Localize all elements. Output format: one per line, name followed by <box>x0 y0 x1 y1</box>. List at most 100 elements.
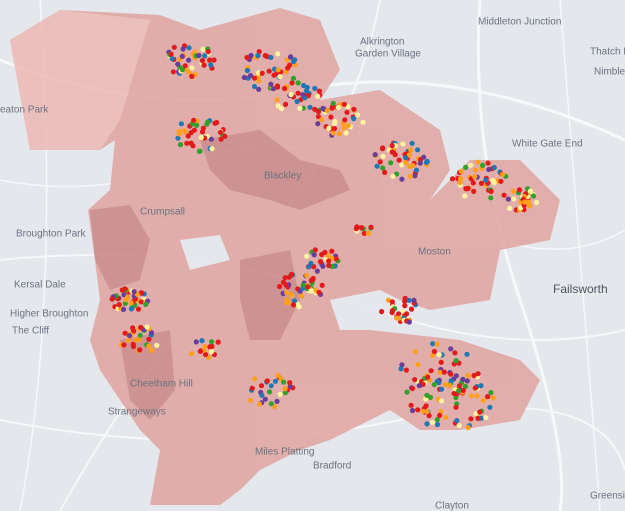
point <box>181 127 187 134</box>
point <box>456 422 462 429</box>
points <box>109 43 540 431</box>
point <box>441 369 447 375</box>
point <box>409 140 415 146</box>
point <box>380 165 386 171</box>
point <box>121 306 127 312</box>
point <box>329 105 335 111</box>
point <box>329 248 335 254</box>
point <box>457 179 463 185</box>
point <box>353 226 359 232</box>
point <box>180 46 186 52</box>
point <box>308 277 314 284</box>
point <box>131 289 137 295</box>
point <box>354 112 361 118</box>
point <box>358 225 365 231</box>
point <box>453 404 459 410</box>
point <box>438 386 445 392</box>
point <box>427 394 434 400</box>
point <box>402 298 408 304</box>
point <box>314 268 320 274</box>
point <box>190 143 196 149</box>
point <box>191 127 197 133</box>
point <box>415 407 421 413</box>
point <box>470 180 476 186</box>
point <box>315 93 321 99</box>
point <box>176 128 182 134</box>
point <box>447 382 453 389</box>
point <box>407 173 413 179</box>
point <box>284 57 290 63</box>
point <box>148 330 155 336</box>
region <box>120 330 175 420</box>
point <box>283 282 289 288</box>
point <box>125 337 131 343</box>
point <box>403 367 409 373</box>
point <box>196 52 202 59</box>
point <box>478 383 484 389</box>
point <box>249 385 255 391</box>
point <box>453 358 459 364</box>
point <box>415 147 421 153</box>
point <box>396 157 402 163</box>
point <box>424 158 430 164</box>
point <box>472 385 478 391</box>
point <box>468 393 475 399</box>
point <box>374 163 380 169</box>
point <box>304 272 310 279</box>
point <box>256 86 262 92</box>
point <box>412 349 418 355</box>
point <box>315 109 321 115</box>
point <box>475 415 481 421</box>
point <box>437 369 443 376</box>
point <box>434 341 440 347</box>
point <box>316 88 322 94</box>
point <box>483 414 489 421</box>
point <box>268 54 274 61</box>
point <box>377 159 383 165</box>
point <box>202 53 208 59</box>
point <box>462 193 468 199</box>
point <box>252 376 258 382</box>
point <box>474 393 480 399</box>
point <box>501 192 507 198</box>
point <box>330 100 336 106</box>
point <box>406 319 412 325</box>
point <box>284 289 290 296</box>
point <box>341 125 347 131</box>
point <box>488 195 494 201</box>
point <box>128 306 135 312</box>
point <box>344 109 350 115</box>
point <box>274 398 280 404</box>
point <box>262 396 268 402</box>
regions <box>10 8 560 505</box>
point <box>389 299 395 305</box>
point <box>315 121 321 127</box>
point <box>169 56 175 62</box>
place-label: The Cliff <box>12 326 49 337</box>
point <box>199 129 206 135</box>
point <box>215 339 221 345</box>
point <box>453 373 459 379</box>
point <box>149 347 155 354</box>
point <box>202 344 208 350</box>
point <box>188 351 195 357</box>
point <box>304 253 310 259</box>
point <box>341 101 347 107</box>
point <box>207 344 213 350</box>
point <box>138 299 144 305</box>
point <box>465 425 471 431</box>
point <box>319 282 325 288</box>
point <box>420 408 426 414</box>
point <box>277 283 283 290</box>
point <box>452 350 458 356</box>
point <box>408 402 414 408</box>
point <box>275 372 281 378</box>
point <box>207 57 213 63</box>
point <box>483 177 489 183</box>
point <box>403 155 409 161</box>
point <box>527 188 534 194</box>
point <box>412 173 418 179</box>
point <box>184 140 190 146</box>
point <box>442 381 449 388</box>
